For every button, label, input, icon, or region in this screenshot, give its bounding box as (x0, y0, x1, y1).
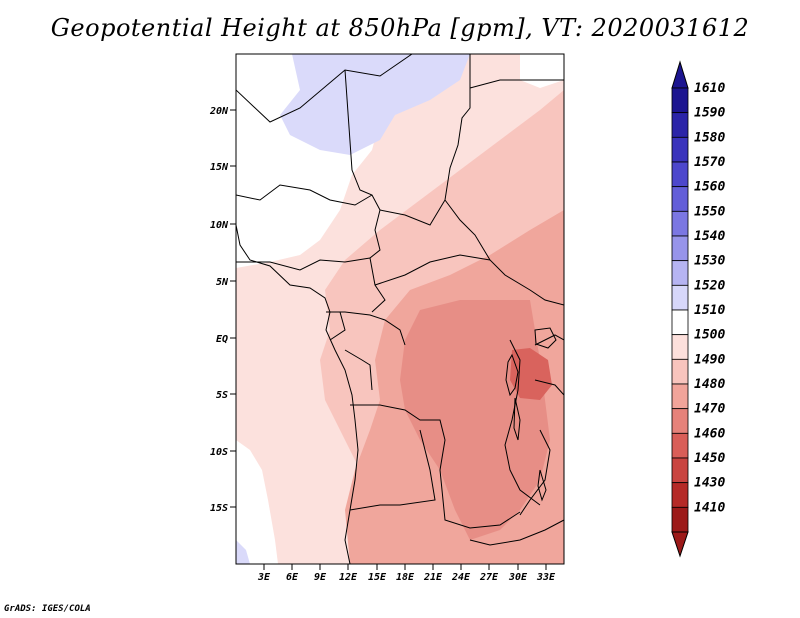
colorbar-cell (671, 260, 689, 286)
colorbar-label: 1470 (694, 402, 725, 417)
colorbar-cell (671, 161, 689, 188)
lon-tick-label: 24E (451, 572, 471, 583)
colorbar-cell (671, 186, 689, 212)
colorbar-cell (671, 284, 689, 311)
shade-1510-southwest (236, 440, 278, 564)
lat-tick-label: 5S (216, 390, 228, 401)
colorbar-cell (671, 358, 689, 385)
colorbar-cell (671, 210, 689, 237)
lon-tick-label: 9E (314, 572, 327, 583)
colorbar-label: 1610 (694, 81, 725, 96)
colorbar-label: 1560 (694, 180, 725, 195)
map-frame (235, 53, 565, 565)
lat-tick-label: 5N (216, 277, 229, 288)
latitude-axis: 20N 15N 10N 5N EQ 5S 10S 15S (209, 106, 236, 514)
lon-tick-label: 3E (257, 572, 271, 583)
colorbar-label: 1510 (694, 303, 725, 318)
grads-credit: GrADS: IGES/COLA (4, 604, 91, 614)
colorbar: 1610 1590 1580 1570 1560 1550 1540 1530 1520 1510… (671, 60, 725, 558)
colorbar-bottom-arrow (671, 531, 689, 558)
colorbar-label: 1480 (694, 377, 725, 392)
colorbar-cell (671, 383, 689, 410)
lat-tick-label: EQ (216, 334, 228, 345)
shade-1460 (510, 348, 552, 400)
lat-tick-label: 20N (209, 106, 229, 117)
colorbar-cell (671, 457, 689, 484)
coastline (236, 224, 557, 564)
country-boundaries (236, 54, 564, 546)
colorbar-label: 1580 (694, 130, 725, 145)
colorbar-label: 1530 (694, 254, 725, 269)
colorbar-label: 1540 (694, 229, 725, 244)
lon-tick-label: 21E (423, 572, 443, 583)
lat-tick-label: 10N (210, 220, 229, 231)
colorbar-cell (671, 432, 689, 459)
colorbar-label: 1520 (694, 278, 725, 293)
colorbar-cell (671, 112, 689, 138)
colorbar-label: 1590 (694, 106, 725, 121)
colorbar-label: 1460 (694, 426, 725, 441)
colorbar-label: 1550 (694, 204, 725, 219)
lon-tick-label: 12E (339, 572, 358, 583)
colorbar-cell (671, 136, 689, 163)
lon-tick-label: 33E (536, 572, 556, 583)
lat-tick-label: 15N (210, 162, 229, 173)
lon-tick-label: 27E (479, 572, 499, 583)
colorbar-label: 1490 (694, 352, 725, 367)
colorbar-cell (671, 235, 689, 262)
lat-tick-label: 15S (210, 503, 228, 514)
colorbar-label: 1570 (694, 155, 725, 170)
colorbar-label: 1450 (694, 451, 725, 466)
colorbar-top-arrow (671, 60, 689, 89)
lon-tick-label: 18E (396, 572, 415, 583)
colorbar-cell (671, 87, 689, 114)
colorbar-cell (671, 408, 689, 434)
colorbar-label: 1500 (694, 328, 725, 343)
colorbar-cell (671, 334, 689, 360)
shade-1520-southwest (236, 540, 250, 564)
colorbar-cell (671, 506, 689, 533)
longitude-axis: 3E 6E 9E 12E 15E 18E 21E 24E 27E 30E 33E (257, 564, 556, 583)
lon-tick-label: 15E (368, 572, 387, 583)
colorbar-label: 1430 (694, 476, 725, 491)
shade-1520-north (280, 54, 470, 155)
colorbar-label: 1410 (694, 500, 725, 515)
lat-tick-label: 10S (210, 447, 228, 458)
lon-tick-label: 30E (508, 572, 528, 583)
colorbar-cell (671, 482, 689, 508)
map-plot-area (236, 54, 564, 564)
map-title: Geopotential Height at 850hPa [gpm], VT:… (50, 14, 750, 42)
lon-tick-label: 6E (286, 572, 299, 583)
colorbar-cell (671, 309, 689, 336)
